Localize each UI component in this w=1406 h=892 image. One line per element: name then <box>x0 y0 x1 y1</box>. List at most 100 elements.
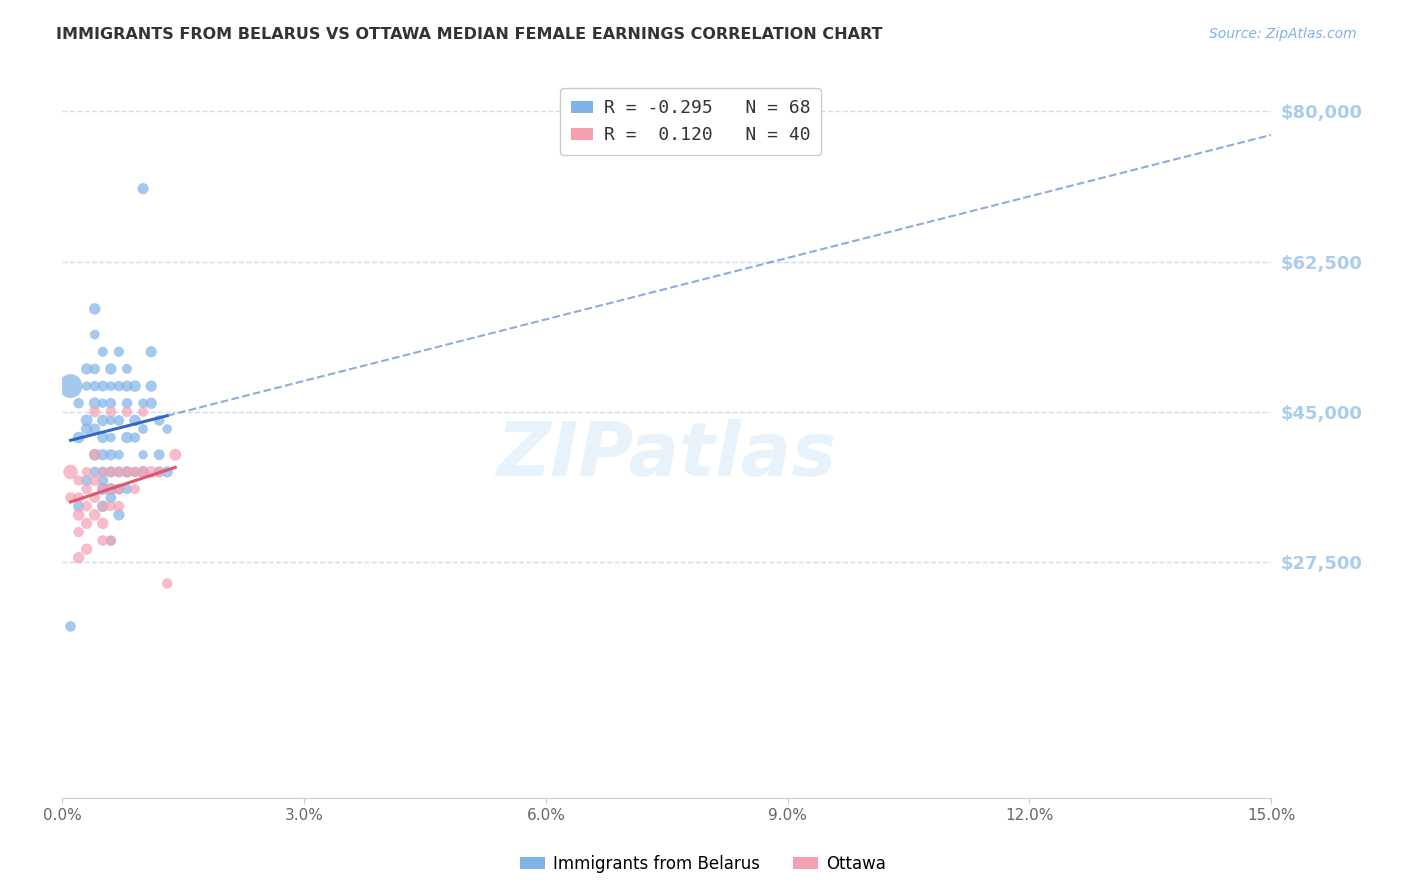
Point <box>91 500 114 514</box>
Point <box>76 413 98 427</box>
Point <box>108 508 131 522</box>
Point <box>148 465 170 479</box>
Point <box>83 448 105 462</box>
Point <box>76 362 98 376</box>
Point <box>83 379 105 393</box>
Point <box>148 448 170 462</box>
Point <box>76 500 98 514</box>
Point <box>100 396 122 410</box>
Point <box>132 465 155 479</box>
Point <box>91 516 114 531</box>
Point <box>100 482 122 496</box>
Point <box>91 344 114 359</box>
Point <box>139 379 162 393</box>
Point <box>124 431 146 445</box>
Point <box>83 301 105 316</box>
Point <box>108 500 131 514</box>
Point <box>100 362 122 376</box>
Point <box>59 491 82 505</box>
Legend: Immigrants from Belarus, Ottawa: Immigrants from Belarus, Ottawa <box>513 848 893 880</box>
Point <box>115 379 138 393</box>
Point <box>59 465 82 479</box>
Point <box>91 482 114 496</box>
Point <box>124 465 146 479</box>
Point <box>108 465 131 479</box>
Point <box>115 465 138 479</box>
Point <box>115 465 138 479</box>
Point <box>124 465 146 479</box>
Point <box>139 465 162 479</box>
Point <box>115 482 138 496</box>
Point <box>91 396 114 410</box>
Point <box>91 448 114 462</box>
Point <box>83 362 105 376</box>
Point <box>67 524 90 539</box>
Point <box>83 448 105 462</box>
Point <box>108 482 131 496</box>
Text: ZIPatlas: ZIPatlas <box>496 418 837 491</box>
Point <box>108 413 131 427</box>
Point <box>76 465 98 479</box>
Point <box>91 379 114 393</box>
Point <box>115 431 138 445</box>
Point <box>115 396 138 410</box>
Point <box>59 619 82 633</box>
Point <box>100 465 122 479</box>
Point <box>115 362 138 376</box>
Point <box>83 491 105 505</box>
Point <box>124 413 146 427</box>
Point <box>83 327 105 342</box>
Point <box>83 396 105 410</box>
Point <box>124 482 146 496</box>
Point <box>108 344 131 359</box>
Point <box>100 465 122 479</box>
Point <box>91 482 114 496</box>
Point <box>67 431 90 445</box>
Point <box>108 379 131 393</box>
Point <box>108 465 131 479</box>
Legend: R = -0.295   N = 68, R =  0.120   N = 40: R = -0.295 N = 68, R = 0.120 N = 40 <box>560 88 821 155</box>
Point <box>139 396 162 410</box>
Point <box>76 482 98 496</box>
Point <box>100 413 122 427</box>
Point <box>132 405 155 419</box>
Point <box>100 448 122 462</box>
Point <box>83 465 105 479</box>
Point <box>67 491 90 505</box>
Point <box>67 396 90 410</box>
Point <box>132 422 155 436</box>
Point <box>148 413 170 427</box>
Point <box>115 405 138 419</box>
Point <box>100 500 122 514</box>
Point <box>91 465 114 479</box>
Point <box>76 422 98 436</box>
Point <box>67 500 90 514</box>
Point <box>83 422 105 436</box>
Point <box>67 508 90 522</box>
Point <box>91 474 114 488</box>
Point <box>156 465 179 479</box>
Text: Source: ZipAtlas.com: Source: ZipAtlas.com <box>1209 27 1357 41</box>
Point <box>83 474 105 488</box>
Point <box>108 482 131 496</box>
Point <box>100 405 122 419</box>
Point <box>156 576 179 591</box>
Point <box>100 431 122 445</box>
Point <box>100 379 122 393</box>
Point <box>59 379 82 393</box>
Point <box>100 482 122 496</box>
Point <box>156 422 179 436</box>
Point <box>100 533 122 548</box>
Point <box>83 508 105 522</box>
Point <box>132 465 155 479</box>
Point <box>100 491 122 505</box>
Text: IMMIGRANTS FROM BELARUS VS OTTAWA MEDIAN FEMALE EARNINGS CORRELATION CHART: IMMIGRANTS FROM BELARUS VS OTTAWA MEDIAN… <box>56 27 883 42</box>
Point <box>165 448 187 462</box>
Point <box>83 405 105 419</box>
Point <box>76 379 98 393</box>
Point <box>91 465 114 479</box>
Point <box>91 533 114 548</box>
Point <box>76 516 98 531</box>
Point <box>76 474 98 488</box>
Point <box>67 550 90 565</box>
